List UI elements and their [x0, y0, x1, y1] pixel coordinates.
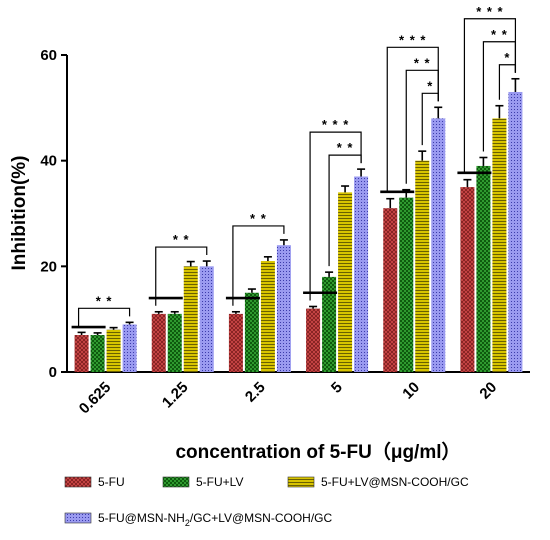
x-tick-label: 5 — [328, 379, 346, 397]
legend-label: 5-FU — [98, 475, 125, 489]
bar-series-3-cat-2 — [183, 266, 198, 372]
error-bar-series-2-cat-4 — [325, 271, 334, 277]
error-bar-series-2-cat-6 — [479, 156, 488, 166]
significance-label: * — [504, 50, 510, 65]
y-tick-label: 40 — [40, 153, 57, 170]
legend-label: 5-FU+LV — [196, 475, 243, 489]
y-tick-label: 20 — [40, 258, 57, 275]
legend-item-3: 5-FU+LV@MSN-COOH/GC — [287, 475, 469, 489]
bar-series-1-cat-3 — [228, 313, 243, 372]
x-tick-label: 0.625 — [76, 379, 115, 418]
bar-series-2-cat-3 — [244, 292, 259, 372]
bar-series-4-cat-4 — [354, 176, 369, 372]
legend-swatch — [64, 476, 92, 488]
x-ticks: 0.625 1.25 2.5 5 10 20 — [76, 379, 500, 418]
significance-bracket-2: * * — [155, 232, 208, 306]
bar-series-4-cat-2 — [199, 266, 214, 372]
significance-label: * * * — [476, 4, 503, 19]
error-bar-series-4-cat-1 — [125, 321, 134, 325]
legend-label: 5-FU@MSN-NH2/GC+LV@MSN-COOH/GC — [98, 511, 333, 528]
error-bar-series-3-cat-4 — [341, 185, 350, 193]
significance-label: * * — [337, 140, 354, 155]
y-ticks: 0 20 40 60 — [40, 47, 67, 381]
error-bars — [77, 77, 520, 336]
bars — [74, 91, 523, 373]
bar-series-3-cat-3 — [260, 261, 275, 372]
error-bar-series-2-cat-3 — [247, 288, 256, 293]
error-bar-series-2-cat-1 — [93, 332, 102, 336]
significance-bracket-5: * * * — [309, 117, 362, 301]
error-bar-series-3-cat-2 — [186, 260, 195, 267]
legend-swatch — [287, 476, 315, 488]
legend-swatch — [162, 476, 190, 488]
significance-bracket-11: * * * — [463, 4, 517, 174]
error-bar-series-4-cat-2 — [202, 260, 211, 267]
error-bar-series-1-cat-5 — [386, 197, 395, 209]
significance-label: * * * — [399, 32, 426, 47]
bar-series-2-cat-6 — [476, 165, 491, 372]
significance-brackets: * * * * * * * * * * * * * * * * * * * * * * * — [71, 4, 517, 329]
bar-series-2-cat-4 — [322, 276, 337, 372]
bar-series-4-cat-1 — [122, 324, 137, 372]
error-bar-series-1-cat-3 — [231, 310, 240, 314]
bar-series-3-cat-1 — [106, 329, 121, 372]
bar-series-1-cat-6 — [460, 187, 475, 372]
error-bar-series-2-cat-2 — [170, 310, 179, 314]
bar-series-1-cat-1 — [74, 335, 89, 372]
bar-series-3-cat-5 — [415, 160, 430, 372]
significance-label: * — [427, 78, 433, 93]
legend-label: 5-FU+LV@MSN-COOH/GC — [321, 475, 469, 489]
x-tick-label: 1.25 — [159, 379, 192, 412]
error-bar-series-3-cat-1 — [109, 326, 118, 330]
error-bar-series-4-cat-4 — [357, 168, 366, 177]
error-bar-series-4-cat-5 — [434, 106, 443, 119]
significance-label: * * — [250, 211, 267, 226]
x-tick-label: 20 — [476, 379, 500, 403]
legend-item-2: 5-FU+LV — [162, 475, 243, 489]
error-bar-series-3-cat-6 — [495, 104, 504, 119]
bar-series-1-cat-4 — [306, 308, 321, 372]
error-bar-series-3-cat-3 — [263, 256, 272, 262]
bar-series-4-cat-5 — [431, 118, 446, 373]
significance-label: * * — [96, 293, 113, 308]
bar-series-1-cat-5 — [383, 208, 398, 372]
legend-item-1: 5-FU — [64, 475, 125, 489]
error-bar-series-1-cat-4 — [309, 305, 318, 309]
significance-label: * * * — [322, 117, 349, 132]
x-tick-label: 10 — [399, 379, 423, 403]
bar-series-3-cat-4 — [338, 192, 353, 372]
significance-label: * * — [491, 27, 508, 42]
y-axis-title: Inhibition(%) — [9, 155, 30, 270]
bar-series-2-cat-1 — [90, 335, 105, 372]
error-bar-series-4-cat-6 — [511, 77, 520, 92]
significance-label: * * — [173, 232, 190, 247]
error-bar-series-4-cat-3 — [279, 239, 288, 246]
error-bar-series-1-cat-6 — [463, 178, 472, 188]
legend-swatch — [64, 512, 92, 524]
x-tick-label: 2.5 — [242, 379, 269, 406]
error-bar-series-1-cat-1 — [77, 331, 86, 336]
legend: 5-FU 5-FU+LV 5-FU+LV@MSN-COOH/GC 5-FU@MSN-N… — [64, 475, 469, 528]
significance-bracket-3: * * — [232, 211, 285, 306]
bar-series-4-cat-6 — [508, 91, 523, 372]
significance-label: * * — [414, 55, 431, 70]
x-axis-title: concentration of 5-FU（μg/ml） — [175, 440, 460, 463]
bar-series-3-cat-6 — [492, 118, 507, 373]
bar-series-1-cat-2 — [151, 313, 166, 372]
y-tick-label: 60 — [40, 47, 57, 64]
legend-item-4: 5-FU@MSN-NH2/GC+LV@MSN-COOH/GC — [64, 511, 333, 528]
y-tick-label: 0 — [49, 364, 57, 381]
bar-series-2-cat-2 — [167, 313, 182, 372]
significance-bracket-8: * * * — [386, 32, 439, 193]
error-bar-series-1-cat-2 — [154, 310, 163, 314]
significance-bracket-1: * * — [77, 293, 131, 327]
bar-series-4-cat-3 — [276, 245, 291, 372]
error-bar-series-3-cat-5 — [418, 150, 427, 161]
bar-series-2-cat-5 — [399, 197, 414, 372]
